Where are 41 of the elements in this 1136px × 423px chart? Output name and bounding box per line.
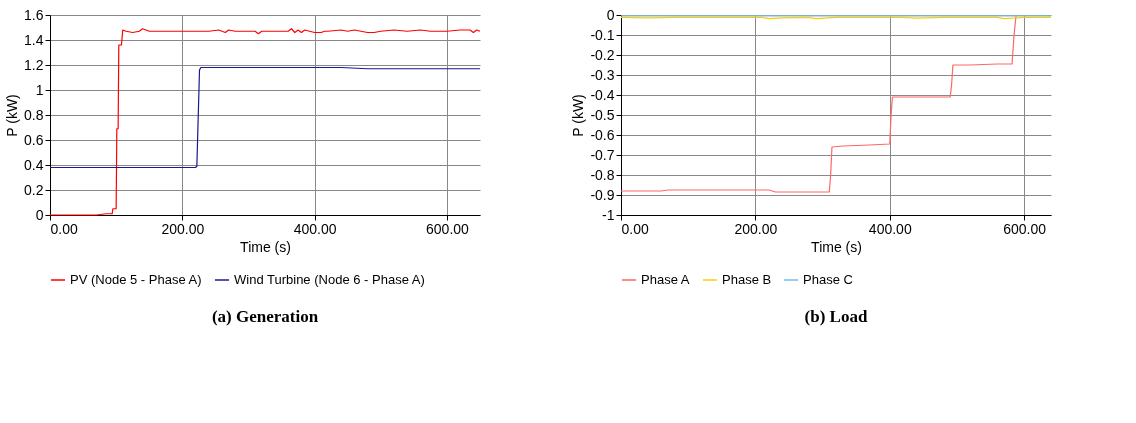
y-tick-label: 0	[35, 206, 44, 223]
legend-label: Phase B	[722, 272, 772, 287]
x-tick-label: 600.00	[1003, 220, 1047, 237]
y-tick-label: 0.4	[24, 156, 44, 173]
y-tick-label: -0.3	[590, 66, 615, 83]
x-tick-label: 0.00	[50, 220, 78, 237]
text: (b) Load	[804, 307, 868, 326]
line-series	[49, 66, 481, 169]
text: (a) Generation	[211, 307, 319, 326]
line-series	[620, 14, 1017, 193]
y-tick-label: -0.5	[590, 106, 615, 123]
y-tick-label: -0.4	[590, 86, 615, 103]
y-axis-title: P (kW)	[4, 94, 21, 137]
y-tick-label: 1.4	[24, 31, 44, 48]
x-tick-label: 400.00	[868, 220, 912, 237]
y-tick-label: 1	[35, 81, 44, 98]
x-tick-label: 0.00	[621, 220, 649, 237]
x-axis-title: Time (s)	[811, 238, 862, 255]
y-tick-label: -0.9	[590, 186, 615, 203]
y-tick-label: 0	[606, 6, 615, 23]
legend-label: Phase A	[641, 272, 690, 287]
y-tick-label: -0.1	[590, 26, 615, 43]
y-tick-label: -0.6	[590, 126, 615, 143]
legend-label: Wind Turbine (Node 6 - Phase A)	[234, 272, 425, 287]
legend-label: Phase C	[803, 272, 853, 287]
x-tick-label: 600.00	[426, 220, 470, 237]
x-axis-title: Time (s)	[240, 238, 291, 255]
y-tick-label: 0.2	[24, 181, 44, 198]
y-tick-label: -0.7	[590, 146, 615, 163]
x-tick-label: 400.00	[293, 220, 337, 237]
y-tick-label: 1.6	[24, 6, 44, 23]
y-tick-label: -0.2	[590, 46, 615, 63]
legend-label: PV (Node 5 - Phase A)	[70, 272, 202, 287]
y-tick-label: 0.6	[24, 131, 44, 148]
y-tick-label: 1.2	[24, 56, 44, 73]
x-tick-label: 200.00	[734, 220, 778, 237]
y-tick-label: 0.8	[24, 106, 44, 123]
x-tick-label: 200.00	[161, 220, 205, 237]
y-axis-title: P (kW)	[570, 94, 587, 137]
y-tick-label: -1	[602, 206, 615, 223]
y-tick-label: -0.8	[590, 166, 615, 183]
